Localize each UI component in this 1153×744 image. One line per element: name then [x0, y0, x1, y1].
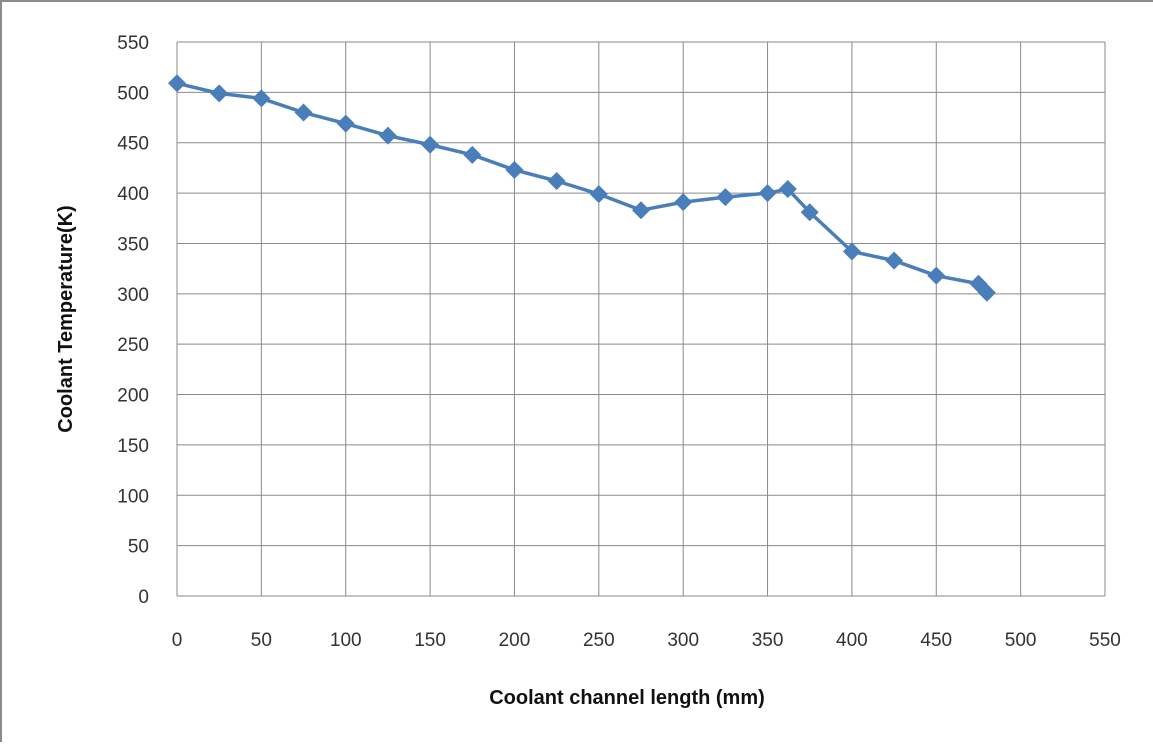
y-tick-label: 500	[117, 83, 149, 104]
data-point-marker	[378, 126, 397, 145]
data-point-marker	[632, 201, 650, 220]
x-tick-label: 350	[752, 630, 784, 651]
y-tick-label: 100	[117, 486, 149, 507]
x-axis-title: Coolant channel length (mm)	[489, 687, 765, 709]
x-tick-label: 400	[836, 630, 868, 651]
data-point-marker	[716, 188, 735, 207]
data-point-marker	[800, 203, 819, 222]
y-tick-label: 250	[117, 335, 149, 356]
y-axis-title: Coolant Temperature(K)	[55, 205, 77, 432]
x-tick-label: 550	[1089, 630, 1121, 651]
data-point-marker	[505, 160, 524, 179]
x-tick-label: 500	[1005, 630, 1037, 651]
x-tick-label: 450	[920, 630, 952, 651]
y-tick-label: 450	[117, 134, 149, 155]
data-point-marker	[977, 283, 996, 302]
y-tick-label: 350	[117, 234, 149, 255]
data-point-marker	[421, 135, 440, 154]
y-tick-label: 0	[138, 587, 149, 608]
data-point-marker	[547, 172, 566, 191]
x-tick-label: 0	[172, 630, 183, 651]
x-tick-label: 250	[583, 630, 615, 651]
y-tick-label: 400	[117, 184, 149, 205]
x-tick-label: 150	[414, 630, 446, 651]
series-group	[168, 74, 996, 302]
x-tick-label: 100	[330, 630, 362, 651]
y-tick-label: 50	[128, 537, 149, 558]
data-point-marker	[674, 193, 693, 212]
data-point-marker	[927, 266, 946, 285]
x-tick-label: 300	[667, 630, 699, 651]
data-point-marker	[252, 89, 271, 108]
data-point-marker	[294, 103, 313, 122]
x-axis-ticks: 0 50 100 150 200 250 300 350 400 450 500 550	[172, 630, 1121, 651]
data-point-marker	[589, 185, 608, 204]
series-line	[176, 81, 989, 295]
data-point-marker	[778, 180, 797, 199]
y-tick-label: 300	[117, 285, 149, 306]
data-point-marker	[758, 184, 777, 203]
y-tick-label: 200	[117, 386, 149, 407]
gridlines	[176, 41, 1106, 597]
data-point-marker	[210, 84, 229, 103]
x-tick-label: 50	[251, 630, 272, 651]
data-point-marker	[463, 145, 482, 164]
x-tick-label: 200	[499, 630, 531, 651]
y-axis-ticks: 0 50 100 150 200 250 300 350 400 450 500 550	[117, 33, 149, 608]
data-point-marker	[842, 242, 861, 261]
data-point-marker	[336, 114, 355, 133]
data-point-marker	[168, 74, 186, 93]
data-point-marker	[885, 251, 904, 270]
y-tick-label: 150	[117, 436, 149, 457]
y-tick-label: 550	[117, 33, 149, 54]
